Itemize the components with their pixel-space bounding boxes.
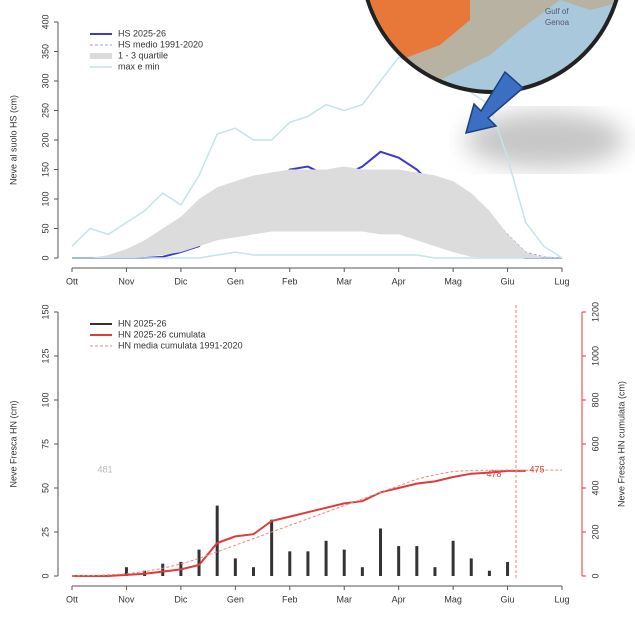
bar — [233, 558, 237, 576]
bar — [161, 563, 165, 576]
y-tick-label: 300 — [40, 73, 50, 88]
y2-tick-label: 1200 — [590, 302, 600, 322]
bar — [487, 570, 491, 576]
inset-map: Gulf of Genoa — [364, 0, 620, 94]
y-tick-label: 125 — [40, 348, 50, 363]
x-tick-label: Giu — [501, 594, 515, 604]
y2-tick-label: 1000 — [590, 346, 600, 366]
bar — [324, 540, 328, 576]
bar — [251, 567, 255, 576]
bar — [506, 561, 510, 576]
y-tick-label: 50 — [40, 483, 50, 493]
y-tick-label: 200 — [40, 132, 50, 147]
bar — [397, 546, 401, 576]
bar — [288, 551, 292, 576]
x-tick-label: Giu — [501, 276, 515, 286]
x-tick-label: Mag — [444, 594, 462, 604]
annotation: 481 — [97, 465, 112, 475]
legend-swatch — [90, 53, 112, 59]
map-label: Gulf of — [545, 7, 569, 16]
bar — [415, 546, 419, 576]
annotation: 478 — [486, 469, 501, 479]
region — [364, 0, 470, 60]
x-tick-label: Mar — [336, 276, 352, 286]
y-tick-label: 0 — [40, 255, 50, 260]
annotation: 475 — [529, 464, 544, 474]
legend-label: HN 2025-26 — [118, 318, 167, 328]
x-tick-label: Nov — [118, 594, 135, 604]
y-tick-label: 75 — [40, 439, 50, 449]
series-line-min — [72, 251, 562, 259]
y-tick-label: 150 — [40, 162, 50, 177]
x-tick-label: Dic — [174, 594, 187, 604]
bar — [197, 549, 201, 576]
map-label: Genoa — [545, 18, 570, 27]
x-tick-label: Dic — [174, 276, 187, 286]
y-tick-label: 100 — [40, 392, 50, 407]
y2-tick-label: 400 — [590, 480, 600, 495]
y-axis-title: Neve al suolo HS (cm) — [8, 95, 18, 185]
bar — [451, 540, 455, 576]
x-tick-label: Feb — [282, 594, 298, 604]
legend-label: HN 2025-26 cumulata — [118, 329, 206, 339]
legend-label: 1 - 3 quartile — [118, 50, 168, 60]
x-tick-label: Nov — [118, 276, 135, 286]
bar — [306, 551, 310, 576]
x-tick-label: Ott — [66, 594, 79, 604]
y-tick-label: 250 — [40, 103, 50, 118]
y2-tick-label: 0 — [590, 573, 600, 578]
series-line — [71, 469, 562, 577]
y-tick-label: 50 — [40, 223, 50, 233]
legend-label: max e min — [118, 61, 160, 71]
bar — [215, 505, 219, 576]
bar — [379, 528, 383, 576]
y-tick-label: 100 — [40, 191, 50, 206]
legend-label: HS medio 1991-2020 — [118, 39, 203, 49]
y2-axis-title: Neve Fresca HN cumulata (cm) — [616, 381, 626, 507]
quartile-band — [72, 166, 562, 258]
bar — [433, 567, 437, 576]
y2-tick-label: 200 — [590, 524, 600, 539]
series-line — [72, 469, 526, 577]
x-tick-label: Mar — [336, 594, 352, 604]
x-tick-label: Apr — [392, 276, 406, 286]
x-tick-label: Gen — [227, 594, 244, 604]
y-tick-label: 150 — [40, 304, 50, 319]
bar — [270, 519, 274, 576]
x-tick-label: Apr — [392, 594, 406, 604]
y2-tick-label: 600 — [590, 436, 600, 451]
y-tick-label: 25 — [40, 527, 50, 537]
x-tick-label: Ott — [66, 276, 79, 286]
legend-label: HN media cumulata 1991-2020 — [118, 340, 243, 350]
x-tick-label: Gen — [227, 276, 244, 286]
y2-tick-label: 800 — [590, 392, 600, 407]
bar — [124, 567, 128, 576]
shadow — [465, 112, 625, 168]
bar — [469, 558, 473, 576]
y-tick-label: 400 — [40, 14, 50, 29]
y-tick-label: 0 — [40, 573, 50, 578]
bar — [342, 549, 346, 576]
y-axis-title: Neve Fresca HN (cm) — [8, 400, 18, 487]
series-line — [71, 56, 563, 259]
y-tick-label: 350 — [40, 44, 50, 59]
x-tick-label: Lug — [554, 276, 569, 286]
x-tick-label: Lug — [554, 594, 569, 604]
arrow — [464, 70, 525, 135]
legend-label: HS 2025-26 — [118, 28, 166, 38]
bar — [360, 567, 364, 576]
x-tick-label: Feb — [282, 276, 298, 286]
x-tick-label: Mag — [444, 276, 462, 286]
